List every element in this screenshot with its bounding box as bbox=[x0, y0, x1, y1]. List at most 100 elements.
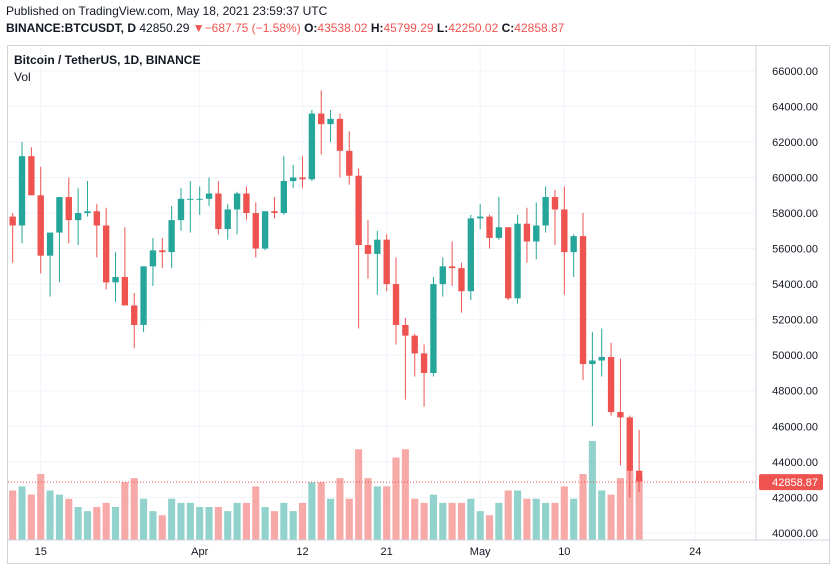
candle-body bbox=[355, 175, 362, 246]
high-value: 45799.29 bbox=[383, 21, 434, 35]
candle bbox=[121, 227, 129, 306]
volume-bar bbox=[149, 511, 157, 540]
volume-bar bbox=[196, 507, 204, 540]
candle-body bbox=[18, 156, 26, 226]
volume-bar bbox=[598, 490, 606, 540]
candle-body bbox=[299, 177, 306, 180]
candle bbox=[74, 188, 82, 246]
volume-bar bbox=[448, 502, 456, 540]
candle bbox=[617, 358, 624, 466]
volume-bar bbox=[588, 441, 596, 540]
volume-bar bbox=[121, 482, 129, 540]
time-tick-label: 15 bbox=[35, 546, 47, 558]
time-tick-label: 10 bbox=[558, 546, 570, 558]
candle bbox=[402, 317, 409, 400]
change-text: −687.75 (−1.58%) bbox=[204, 21, 301, 35]
candle-body bbox=[159, 250, 166, 253]
candle-body bbox=[289, 177, 297, 182]
candle-body bbox=[233, 193, 241, 210]
ohlc-line: BINANCE:BTCUSDT, D 42850.29 ▼−687.75 (−1… bbox=[6, 21, 564, 35]
volume-bar bbox=[74, 507, 82, 540]
candle bbox=[355, 168, 362, 329]
candle-body bbox=[140, 266, 147, 325]
published-line: Published on TradingView.com, May 18, 20… bbox=[6, 4, 327, 18]
candle-body bbox=[420, 353, 428, 373]
candle-body bbox=[364, 245, 372, 254]
volume-bar bbox=[289, 511, 297, 540]
candle-body bbox=[430, 284, 437, 373]
candle-body bbox=[280, 181, 288, 214]
volume-bar bbox=[383, 486, 391, 540]
volume-bar bbox=[411, 498, 419, 540]
candle bbox=[327, 109, 334, 142]
volume-bar bbox=[111, 507, 120, 540]
candle-body bbox=[84, 211, 91, 214]
volume-bar bbox=[102, 502, 110, 540]
price-tick-label: 64000.00 bbox=[772, 101, 818, 113]
volume-bar bbox=[551, 502, 559, 540]
price-tick-label: 54000.00 bbox=[772, 279, 818, 291]
time-tick-label: 21 bbox=[381, 546, 393, 558]
candle bbox=[523, 207, 531, 263]
candle-body bbox=[65, 197, 72, 221]
candle bbox=[458, 262, 465, 313]
candle-body bbox=[205, 193, 213, 199]
volume-bar bbox=[214, 507, 222, 540]
volume-bar bbox=[317, 482, 325, 540]
candle-body bbox=[93, 211, 101, 226]
candle-body bbox=[579, 236, 587, 365]
candle-body bbox=[131, 305, 138, 325]
candle-body bbox=[252, 213, 259, 249]
candle-body bbox=[168, 220, 175, 253]
time-tick-label: Apr bbox=[191, 546, 208, 558]
candle-body bbox=[495, 227, 503, 238]
volume-bar bbox=[570, 498, 578, 540]
time-tick-label: 12 bbox=[296, 546, 308, 558]
candle bbox=[168, 205, 175, 269]
candle bbox=[607, 342, 615, 416]
price-tick-label: 42000.00 bbox=[772, 492, 818, 504]
price-tick-label: 44000.00 bbox=[772, 457, 818, 469]
volume-bar bbox=[523, 498, 531, 540]
high-label: H: bbox=[370, 21, 384, 35]
price-tick-label: 52000.00 bbox=[772, 315, 818, 327]
volume-bar bbox=[205, 507, 213, 540]
legend-title: Bitcoin / TetherUS, 1D, BINANCE bbox=[14, 53, 201, 67]
volume-bar bbox=[495, 502, 503, 540]
candle-body bbox=[607, 356, 615, 413]
volume-bar bbox=[55, 494, 63, 540]
volume-bar bbox=[401, 449, 409, 540]
legend-volume: Vol bbox=[14, 70, 31, 84]
candle bbox=[542, 186, 549, 233]
candle bbox=[551, 189, 559, 246]
volume-bar bbox=[607, 494, 615, 540]
volume-bar bbox=[27, 494, 35, 540]
price-tick-label: 56000.00 bbox=[772, 244, 818, 256]
published-text: Published on TradingView.com, May 18, 20… bbox=[6, 4, 328, 18]
candle bbox=[635, 429, 643, 493]
volume-bar bbox=[140, 498, 148, 540]
price-axis: 40000.00 42000.00 44000.00 46000.00 48000.00… bbox=[772, 66, 818, 540]
candle-body bbox=[448, 266, 456, 269]
volume-bar bbox=[168, 498, 176, 540]
candle bbox=[177, 188, 185, 231]
down-arrow-icon: ▼ bbox=[192, 21, 205, 35]
volume-bar bbox=[83, 511, 92, 540]
volume-bar bbox=[542, 502, 550, 540]
candle bbox=[420, 344, 428, 407]
candle bbox=[233, 191, 241, 235]
grid bbox=[8, 46, 756, 540]
volume-bar bbox=[579, 474, 587, 540]
candle bbox=[448, 241, 456, 286]
volume-bar bbox=[177, 502, 185, 540]
candle bbox=[439, 257, 446, 297]
time-tick-label: May bbox=[470, 546, 491, 558]
price-tick-label: 48000.00 bbox=[772, 386, 818, 398]
candle-body bbox=[514, 223, 521, 299]
candle bbox=[205, 177, 213, 206]
candle bbox=[65, 177, 72, 244]
chart-frame[interactable] bbox=[7, 45, 830, 564]
candle-body bbox=[187, 198, 194, 200]
candle bbox=[215, 181, 222, 235]
